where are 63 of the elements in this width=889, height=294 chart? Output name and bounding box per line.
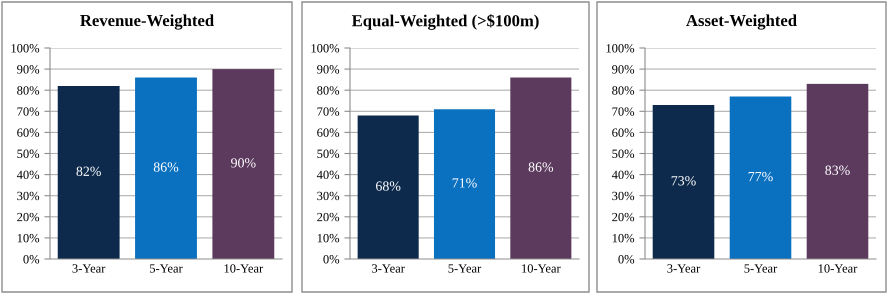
x-tick-label: 3-Year [372, 264, 405, 273]
data-label: 68% [376, 181, 400, 191]
y-tick-label: 30% [17, 192, 40, 200]
y-tick-label: 50% [612, 150, 634, 158]
y-tick-label: 10% [612, 234, 634, 242]
y-tick-label: 70% [17, 107, 40, 116]
y-tick-label: 40% [612, 170, 634, 180]
y-tick-label: 10% [18, 234, 40, 242]
y-tick-label: 0% [618, 255, 634, 264]
y-tick-label: 80% [17, 86, 40, 95]
y-tick-label: 20% [612, 212, 634, 222]
y-tick-label: 90% [612, 65, 634, 74]
data-label: 86% [528, 162, 554, 172]
bar [434, 109, 496, 259]
bar [652, 104, 714, 259]
y-tick-label: 40% [16, 170, 40, 180]
data-label: 86% [154, 162, 178, 172]
y-tick-label: 70% [612, 107, 634, 116]
y-tick-label: 80% [612, 86, 634, 95]
y-tick-label: 0% [323, 255, 340, 264]
x-tick-label: 10-Year [522, 264, 561, 273]
bar [135, 78, 197, 259]
y-tick-label: 80% [317, 86, 340, 95]
y-tick-label: 100% [12, 44, 40, 52]
data-label: 90% [231, 158, 256, 168]
data-label: 77% [748, 172, 773, 182]
x-tick-label: 5-Year [448, 264, 482, 273]
y-tick-label: 60% [612, 128, 634, 137]
y-tick-label: 50% [317, 150, 340, 158]
y-tick-label: 20% [17, 212, 40, 222]
x-tick-label: 3-Year [667, 264, 700, 273]
y-tick-label: 0% [23, 255, 40, 264]
data-label: 82% [76, 166, 101, 176]
x-tick-label: 5-Year [744, 264, 778, 273]
x-tick-label: 10-Year [224, 264, 264, 273]
bar [510, 78, 572, 259]
y-tick-label: 60% [317, 128, 340, 137]
bar [806, 84, 868, 259]
y-tick-label: 90% [17, 65, 40, 74]
bar [358, 116, 419, 259]
data-label: 83% [825, 166, 850, 175]
bar [212, 69, 274, 259]
x-tick-label: 10-Year [818, 264, 858, 273]
x-tick-label: 5-Year [150, 264, 183, 273]
y-tick-label: 30% [612, 192, 634, 200]
y-tick-label: 70% [317, 107, 340, 116]
y-tick-label: 100% [312, 44, 340, 52]
y-tick-label: 10% [318, 234, 340, 242]
y-tick-label: 50% [17, 150, 40, 158]
data-label: 71% [452, 178, 477, 188]
y-tick-label: 20% [317, 212, 340, 222]
bar [730, 96, 792, 259]
y-tick-label: 100% [606, 44, 634, 52]
data-label: 73% [672, 176, 696, 186]
y-tick-label: 90% [317, 65, 340, 74]
y-tick-label: 30% [317, 192, 340, 200]
chart-title: Asset-Weighted [686, 14, 797, 30]
y-tick-label: 40% [316, 170, 340, 180]
y-tick-label: 60% [17, 128, 40, 137]
chart-title: Revenue-Weighted [80, 14, 214, 30]
x-tick-label: 3-Year [72, 264, 106, 273]
bar [58, 86, 120, 259]
chart-title: Equal-Weighted (>$100m) [352, 14, 539, 30]
